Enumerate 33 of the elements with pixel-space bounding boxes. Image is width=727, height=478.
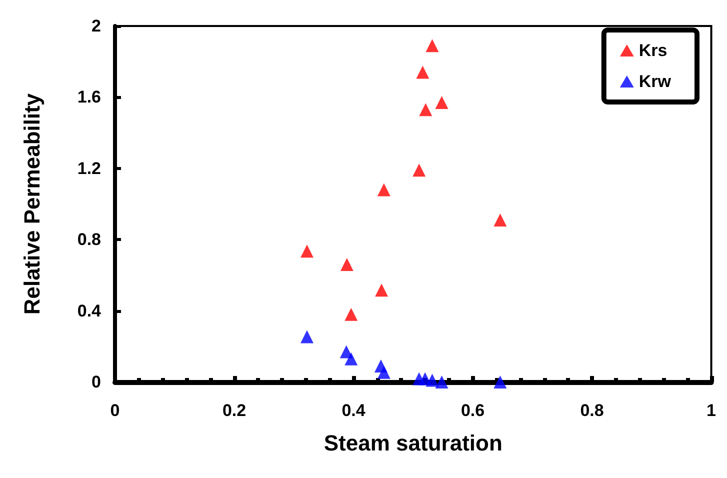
- point: [375, 284, 388, 297]
- point: [300, 330, 314, 344]
- y-tick-label: 1.6: [77, 88, 101, 107]
- point: [419, 103, 432, 116]
- y-tick-label: 0.4: [77, 301, 102, 320]
- x-tick-label: 0.8: [580, 401, 604, 420]
- x-tick-label: 0.6: [460, 401, 485, 420]
- y-tick-label: 0: [92, 372, 101, 392]
- point: [300, 244, 314, 258]
- point: [344, 308, 358, 321]
- y-axis-title: Relative Permeability: [20, 92, 44, 315]
- y-tick-label: 0.8: [77, 230, 101, 250]
- y-tick-label: 1.2: [77, 158, 101, 178]
- point: [494, 376, 507, 388]
- x-tick-label: 0: [110, 401, 120, 420]
- point: [377, 183, 390, 196]
- point: [344, 352, 358, 366]
- x-tick-label: 0.4: [342, 401, 366, 420]
- legend-label: Krw: [638, 72, 672, 91]
- x-axis-title: Steam saturation: [324, 430, 502, 456]
- point: [416, 66, 430, 79]
- point: [435, 96, 448, 110]
- point: [340, 258, 354, 272]
- point: [412, 164, 426, 177]
- legend-label: Krs: [638, 41, 668, 60]
- point: [426, 374, 439, 387]
- x-tick-label: 1: [706, 401, 716, 420]
- point: [494, 214, 507, 227]
- point: [435, 376, 448, 388]
- point: [426, 39, 439, 52]
- y-tick-label: 2: [92, 16, 101, 36]
- x-tick-label: 0.2: [222, 401, 246, 420]
- point: [377, 366, 390, 379]
